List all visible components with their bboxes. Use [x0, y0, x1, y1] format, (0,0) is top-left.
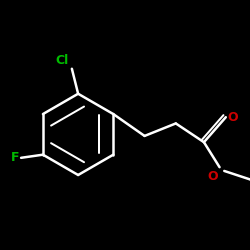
Text: F: F — [11, 151, 20, 164]
Text: Cl: Cl — [56, 54, 69, 67]
Text: O: O — [207, 170, 218, 183]
Text: O: O — [227, 111, 238, 124]
